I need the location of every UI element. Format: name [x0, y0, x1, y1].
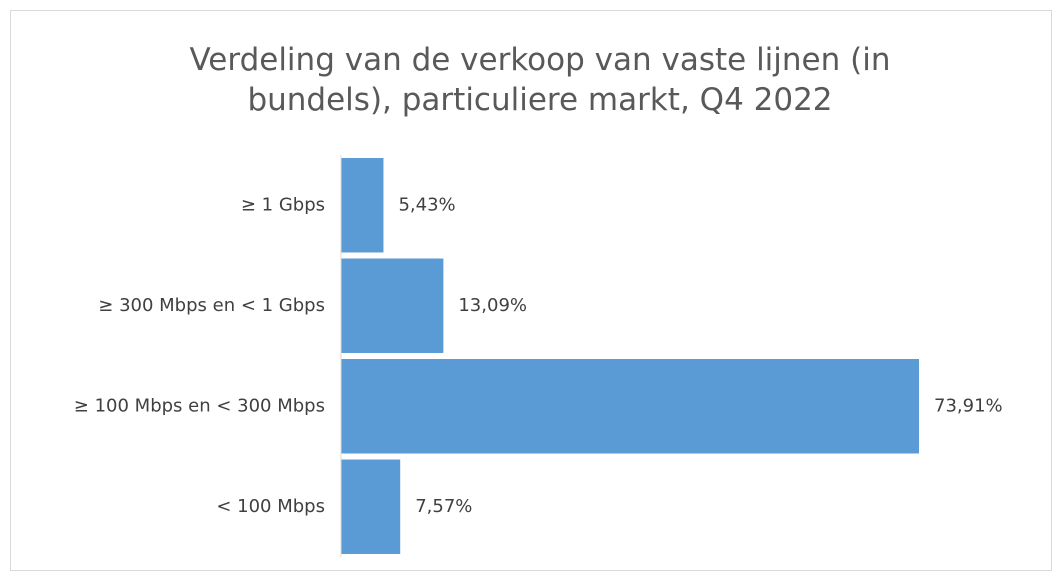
bar: [341, 359, 919, 454]
y-tick-label: < 100 Mbps: [216, 496, 325, 517]
bar: [341, 258, 444, 353]
y-tick-label: ≥ 100 Mbps en < 300 Mbps: [74, 395, 325, 416]
y-tick-label: ≥ 1 Gbps: [241, 194, 325, 215]
bar: [341, 158, 384, 253]
y-tick-label: ≥ 300 Mbps en < 1 Gbps: [98, 295, 325, 316]
chart-title: Verdeling van de verkoop van vaste lijne…: [189, 42, 891, 118]
bar: [341, 459, 401, 554]
data-label: 5,43%: [398, 194, 455, 215]
data-label: 7,57%: [415, 496, 472, 517]
data-label: 13,09%: [458, 295, 527, 316]
data-label: 73,91%: [934, 395, 1003, 416]
chart-border: [10, 10, 1052, 571]
